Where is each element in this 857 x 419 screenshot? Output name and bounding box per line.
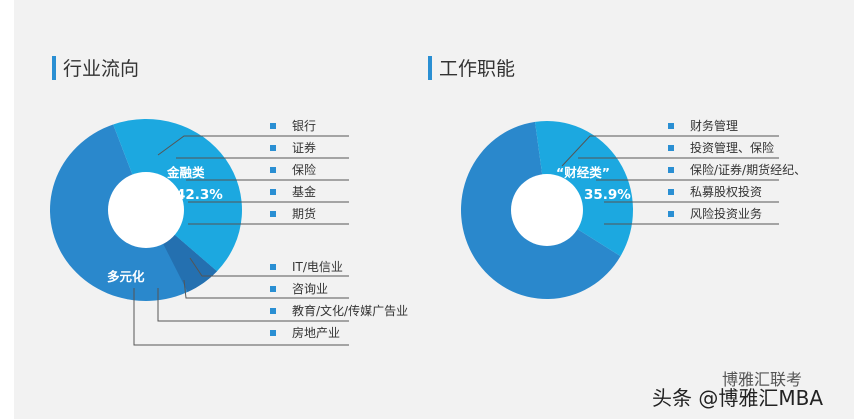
legend-label: 财务管理 bbox=[690, 119, 739, 133]
legend-marker bbox=[270, 330, 276, 336]
leader-finance-mgmt bbox=[561, 135, 779, 167]
legend-marker bbox=[668, 167, 674, 173]
legend-marker bbox=[270, 189, 276, 195]
right-finance-label: “财经类” bbox=[556, 165, 610, 180]
legend-label: 私募股权投资 bbox=[690, 185, 763, 199]
leader-education bbox=[157, 288, 349, 322]
legend-marker bbox=[270, 308, 276, 314]
legend-marker bbox=[668, 211, 674, 217]
legend-label: 房地产业 bbox=[292, 326, 341, 340]
leader-consulting bbox=[183, 279, 349, 299]
legend-label: 银行 bbox=[292, 119, 317, 133]
left-leader-lines bbox=[133, 135, 349, 346]
right-donut bbox=[461, 120, 634, 299]
legend-marker bbox=[270, 286, 276, 292]
right-leader-lines bbox=[561, 135, 779, 225]
left-donut-hole bbox=[108, 172, 184, 248]
legend-marker bbox=[270, 264, 276, 270]
legend-marker bbox=[668, 189, 674, 195]
left-finance-pct: 42.3% bbox=[176, 187, 223, 203]
leader-bank bbox=[157, 135, 349, 156]
legend-label: 证券 bbox=[292, 141, 317, 155]
right-slice-finance bbox=[535, 120, 634, 257]
right-section-title: 工作职能 bbox=[439, 58, 516, 80]
legend-marker bbox=[270, 211, 276, 217]
right-title-bar bbox=[428, 56, 432, 80]
legend-label: 风险投资业务 bbox=[690, 207, 763, 221]
legend-marker bbox=[270, 167, 276, 173]
right-donut-hole bbox=[511, 174, 583, 246]
watermark-logo-text: 博雅汇联考 bbox=[722, 370, 803, 389]
leader-it bbox=[189, 257, 349, 277]
legend-marker bbox=[668, 145, 674, 151]
legend-label: 投资管理、保险 bbox=[690, 141, 775, 155]
leader-realestate bbox=[133, 288, 349, 346]
legend-label: 基金 bbox=[292, 185, 317, 199]
left-finance-label: 金融类 bbox=[167, 165, 205, 180]
legend-label: 保险/证券/期货经纪、 bbox=[690, 163, 807, 177]
legend-label: 保险 bbox=[292, 163, 317, 177]
watermark-text: 头条 @博雅汇MBA bbox=[652, 386, 824, 410]
left-diverse-label: 多元化 bbox=[107, 269, 145, 284]
legend-marker bbox=[270, 145, 276, 151]
legend-label: 期货 bbox=[292, 207, 317, 221]
legend-label: 教育/文化/传媒广告业 bbox=[292, 304, 409, 318]
legend-marker bbox=[668, 123, 674, 129]
legend-label: 咨询业 bbox=[292, 282, 329, 296]
right-finance-pct: 35.9% bbox=[584, 187, 631, 203]
left-title-bar bbox=[52, 56, 56, 80]
legend-marker bbox=[270, 123, 276, 129]
left-section-title: 行业流向 bbox=[63, 58, 140, 80]
left-donut bbox=[49, 119, 242, 301]
legend-label: IT/电信业 bbox=[292, 260, 343, 274]
